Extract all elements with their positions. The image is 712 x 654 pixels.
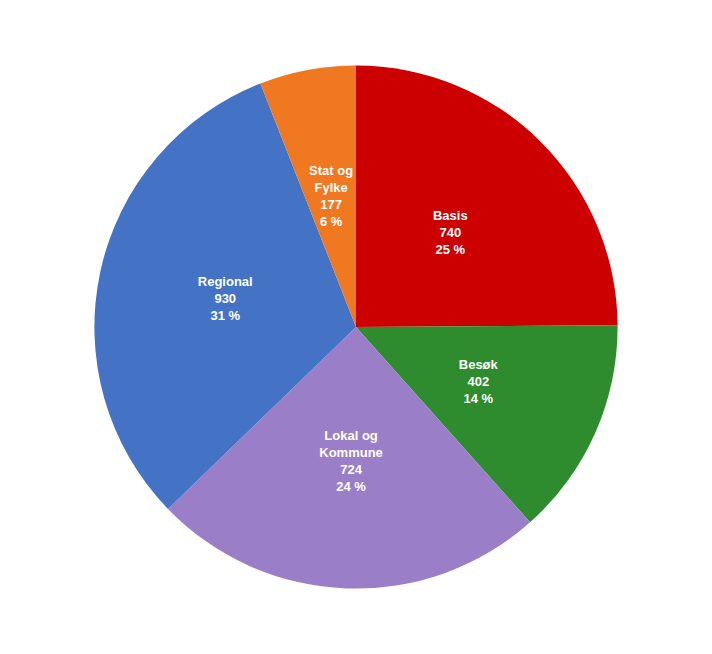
svg-text:724: 724 [340,462,362,477]
svg-text:Regional: Regional [198,274,253,289]
svg-text:31 %: 31 % [210,308,240,323]
svg-text:24 %: 24 % [336,479,366,494]
svg-text:740: 740 [439,225,461,240]
svg-text:177: 177 [320,197,342,212]
svg-text:930: 930 [214,291,236,306]
svg-text:25 %: 25 % [435,242,465,257]
svg-text:Fylke: Fylke [314,180,347,195]
svg-text:402: 402 [467,374,489,389]
svg-text:Kommune: Kommune [319,445,383,460]
svg-text:Lokal og: Lokal og [324,428,378,443]
svg-text:Basis: Basis [433,208,468,223]
svg-text:Stat og: Stat og [309,163,353,178]
svg-text:6 %: 6 % [320,214,343,229]
svg-text:Besøk: Besøk [459,357,499,372]
svg-text:14 %: 14 % [463,391,493,406]
